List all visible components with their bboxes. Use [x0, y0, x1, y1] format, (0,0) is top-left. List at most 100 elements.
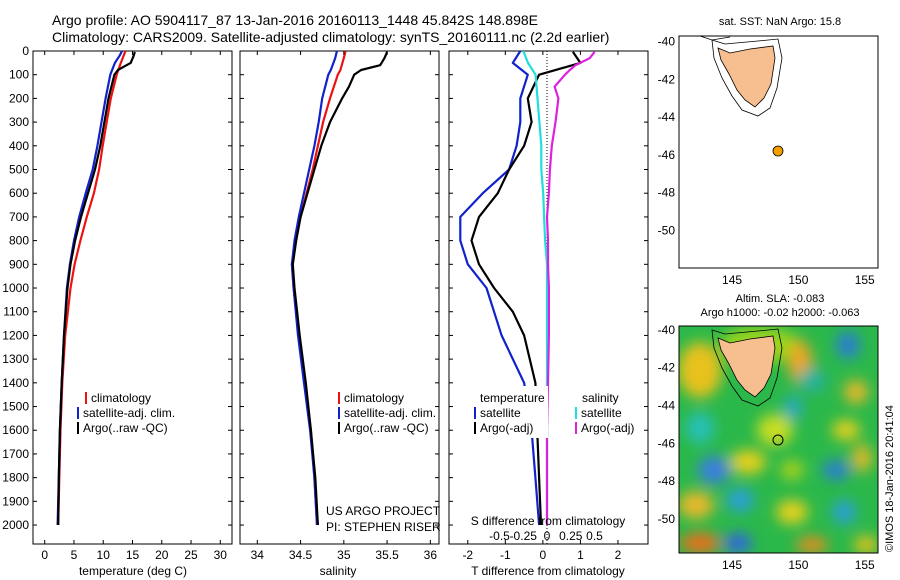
temperature-legend: climatology satellite-adj. clim. Argo(..… — [77, 391, 175, 435]
depth-tick-label: 700 — [9, 210, 29, 224]
depth-tick-label: 500 — [9, 163, 29, 177]
sst-lat-tick-label: -46 — [658, 148, 676, 162]
depth-tick-label: 1400 — [2, 376, 29, 390]
diff-s-tick-label: 0 — [544, 529, 551, 543]
depth-tick-label: 1900 — [2, 494, 29, 508]
sst-lon-tick-label: 150 — [788, 273, 808, 287]
sla-lat-tick-label: -40 — [658, 323, 676, 337]
difference-panel-frame — [448, 50, 649, 545]
sst-lat-tick-label: -40 — [658, 35, 676, 49]
diff-x-tick-label: 2 — [615, 548, 622, 562]
axes-ticks-and-labels: 0 5 10 15 20 25 300100200300400500600700800900… — [2, 35, 875, 572]
pi-annotation: PI: STEPHEN RISER — [326, 520, 441, 534]
legend-label-salinity-argo: Argo(-adj) — [581, 421, 634, 435]
sal-x-tick-label: 36 — [424, 548, 438, 562]
depth-tick-label: 1100 — [3, 305, 29, 319]
project-annotation: US ARGO PROJECT — [326, 504, 441, 518]
difference-plot-area — [459, 51, 596, 544]
sal-series-argo-raw-qc- — [291, 51, 389, 526]
diff-series-salinity-satellite — [522, 51, 549, 525]
depth-tick-label: 1500 — [2, 400, 29, 414]
legend-title-temperature: temperature — [480, 391, 545, 405]
temp-x-tick-label: 0 — [41, 548, 48, 562]
sla-lat-tick-label: -42 — [658, 361, 676, 375]
temp-x-tick-label: 30 — [214, 548, 228, 562]
diff-s-tick-label: 0.25 — [559, 529, 583, 543]
sla-map-subtitle: Argo h1000: -0.02 h2000: -0.063 — [700, 307, 859, 319]
sal-x-tick-label: 34.5 — [289, 548, 313, 562]
sla-map-shelf-contour — [711, 328, 783, 407]
depth-tick-label: 1800 — [2, 471, 29, 485]
depth-tick-label: 1300 — [2, 352, 29, 366]
figure-title-line2: Climatology: CARS2009. Satellite-adjuste… — [52, 29, 610, 45]
temperature-x-axis-label: temperature (deg C) — [79, 564, 187, 578]
difference-x-axis-label: T difference from climatology — [471, 564, 625, 578]
salinity-plot-area — [290, 51, 389, 526]
depth-tick-label: 1600 — [2, 423, 29, 437]
temp-x-tick-label: 5 — [71, 548, 78, 562]
depth-tick-label: 800 — [9, 234, 29, 248]
sla-lon-tick-label: 150 — [788, 558, 808, 572]
depth-tick-label: 0 — [22, 44, 29, 58]
sla-map-title: Altim. SLA: -0.083 — [736, 293, 825, 305]
depth-tick-label: 2000 — [2, 518, 29, 532]
sla-lon-tick-label: 145 — [722, 558, 742, 572]
difference-legend: temperature satellite Argo(-adj) salinit… — [471, 386, 634, 528]
mainland-coast-fragment — [699, 36, 731, 41]
sst-map-title: sat. SST: NaN Argo: 15.8 — [719, 16, 841, 28]
sal-x-tick-label: 34 — [251, 548, 265, 562]
diff-s-tick-label: 0.5 — [586, 529, 603, 543]
diff-x-tick-label: 1 — [577, 548, 584, 562]
sal-series-satellite-adj-clim- — [290, 51, 338, 526]
legend-label-argo: Argo(..raw -QC) — [344, 421, 429, 435]
temp-x-tick-label: 25 — [184, 548, 198, 562]
sla-map-frame — [678, 325, 879, 554]
diff-x-tick-label: 0 — [540, 548, 547, 562]
sst-map: sat. SST: NaN Argo: 15.8 — [678, 16, 879, 269]
sal-x-tick-label: 35 — [337, 548, 351, 562]
sst-lat-tick-label: -42 — [658, 72, 676, 86]
legend-label-temperature-argo: Argo(-adj) — [480, 421, 533, 435]
sla-lat-tick-label: -46 — [658, 436, 676, 450]
sst-lon-tick-label: 145 — [722, 273, 742, 287]
figure-title-line1: Argo profile: AO 5904117_87 13-Jan-2016 … — [52, 12, 538, 28]
legend-label-climatology: climatology — [91, 391, 151, 405]
legend-label-satellite: satellite-adj. clim. — [83, 406, 175, 420]
sla-lat-tick-label: -48 — [658, 474, 676, 488]
diff-series-temperature-argo-adj- — [470, 51, 582, 526]
legend-label-argo: Argo(..raw -QC) — [83, 421, 168, 435]
sla-map: Altim. SLA: -0.083 Argo h1000: -0.02 h20… — [678, 293, 879, 554]
sla-lat-tick-label: -50 — [658, 512, 676, 526]
depth-tick-label: 1700 — [2, 447, 29, 461]
tasmania-landmass — [717, 335, 776, 398]
diff-series-salinity-argo-adj- — [545, 51, 596, 525]
sal-x-tick-label: 35.5 — [375, 548, 399, 562]
depth-tick-label: 1200 — [2, 328, 29, 342]
diff-x-tick-label: -2 — [462, 548, 473, 562]
legend-title-salinity: salinity — [582, 391, 619, 405]
diff-x-tick-label: -1 — [500, 548, 511, 562]
sst-lat-tick-label: -48 — [658, 186, 676, 200]
argo-float-marker — [772, 434, 784, 446]
depth-tick-label: 1000 — [2, 281, 29, 295]
tasmania-landmass — [717, 45, 776, 108]
depth-tick-label: 300 — [9, 115, 29, 129]
depth-tick-label: 400 — [9, 139, 29, 153]
salinity-x-axis-label: salinity — [320, 564, 357, 578]
argo-float-marker — [772, 145, 784, 157]
depth-tick-label: 900 — [9, 257, 29, 271]
sla-lon-tick-label: 155 — [855, 558, 875, 572]
sst-lat-tick-label: -44 — [658, 110, 676, 124]
depth-tick-label: 100 — [9, 68, 29, 82]
temp-series-argo-raw-qc- — [57, 51, 136, 526]
sla-anomaly-field — [679, 327, 878, 553]
s-difference-axis-label: S difference from climatology — [471, 514, 626, 528]
legend-label-salinity-satellite: satellite — [581, 406, 622, 420]
temperature-plot-area — [56, 51, 136, 526]
sla-lat-tick-label: -44 — [658, 398, 676, 412]
legend-label-satellite: satellite-adj. clim. — [344, 406, 436, 420]
legend-label-climatology: climatology — [344, 391, 404, 405]
depth-tick-label: 600 — [9, 186, 29, 200]
legend-label-temperature-satellite: satellite — [480, 406, 521, 420]
